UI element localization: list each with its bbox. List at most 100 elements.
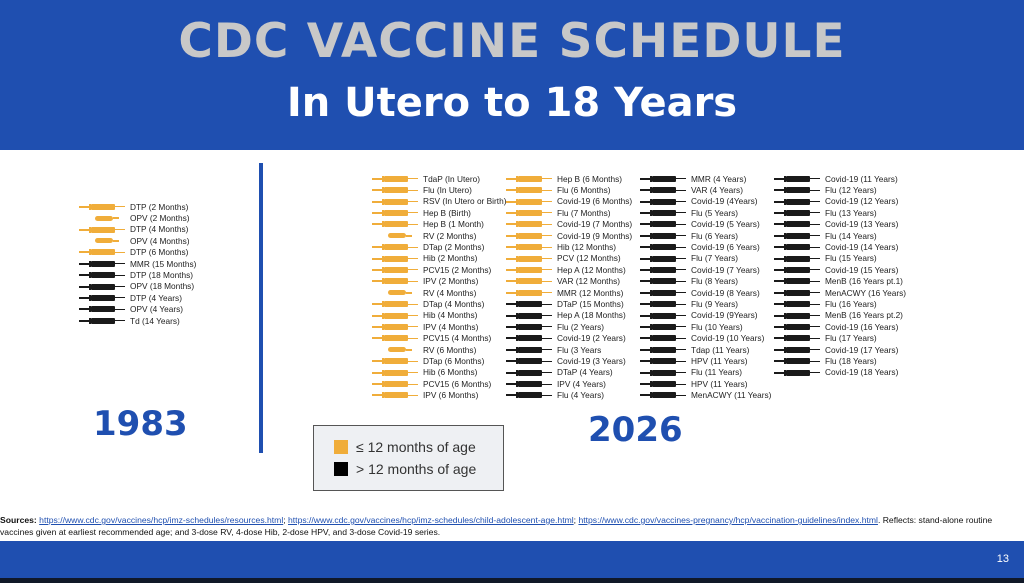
vaccine-label: Hep B (Birth)	[423, 207, 471, 218]
year-2026-label: 2026	[588, 410, 683, 450]
vaccine-label: MMR (15 Months)	[130, 258, 197, 269]
source-link-2[interactable]: https://www.cdc.gov/vaccines/hcp/imz-sch…	[288, 515, 574, 525]
syringe-icon	[640, 323, 686, 331]
vaccine-row: Flu (6 Months)	[506, 184, 632, 195]
vaccine-label: Covid-19 (7 Months)	[557, 219, 633, 230]
sources-note: . Reflects: stand-alone routine vaccines…	[0, 515, 993, 537]
vaccine-row: Flu (3 Years	[506, 344, 632, 355]
syringe-icon	[640, 369, 686, 377]
vaccine-list-2026-col-2: Hep B (6 Months) Flu (6 Months) Covid-19 (…	[506, 173, 632, 401]
vaccine-row: Covid-19 (13 Years)	[774, 219, 906, 230]
vaccine-label: Flu (5 Years)	[691, 207, 739, 218]
source-link-1[interactable]: https://www.cdc.gov/vaccines/hcp/imz-sch…	[39, 515, 284, 525]
syringe-icon	[774, 312, 820, 320]
vaccine-label: Flu (4 Years)	[557, 390, 605, 401]
vaccine-label: Covid-19 (5 Years)	[691, 219, 760, 230]
vaccine-row: Flu (7 Months)	[506, 207, 632, 218]
vaccine-label: Covid-19 (9Years)	[691, 310, 758, 321]
oral-dose-icon	[79, 237, 125, 245]
vaccine-label: Covid-19 (14 Years)	[825, 241, 899, 252]
vaccine-label: Hep B (1 Month)	[423, 219, 484, 230]
vaccine-row: DTP (2 Months)	[79, 201, 196, 212]
vaccine-label: MenB (16 Years pt.1)	[825, 276, 903, 287]
syringe-icon	[506, 220, 552, 228]
vaccine-label: IPV (4 Years)	[557, 378, 606, 389]
vaccine-label: OPV (2 Months)	[130, 212, 190, 223]
vaccine-label: Covid-19 (2 Years)	[557, 333, 626, 344]
vaccine-row: Flu (6 Years)	[640, 230, 771, 241]
vaccine-label: Td (14 Years)	[130, 315, 180, 326]
syringe-icon	[506, 232, 552, 240]
syringe-icon	[774, 346, 820, 354]
vaccine-row: Flu (7 Years)	[640, 253, 771, 264]
vaccine-label: DTaP (15 Months)	[557, 299, 624, 310]
bottom-strip	[0, 578, 1024, 583]
syringe-icon	[79, 294, 125, 302]
vaccine-row: Covid-19 (8 Years)	[640, 287, 771, 298]
vaccine-label: DTP (2 Months)	[130, 201, 189, 212]
vaccine-row: RSV (In Utero or Birth)	[372, 196, 506, 207]
oral-dose-icon	[79, 214, 125, 222]
vaccine-row: Covid-19 (7 Months)	[506, 219, 632, 230]
vaccine-label: MenACWY (16 Years)	[825, 287, 907, 298]
syringe-icon	[506, 369, 552, 377]
year-1983-label: 1983	[93, 404, 188, 444]
syringe-icon	[506, 323, 552, 331]
vaccine-label: RSV (In Utero or Birth)	[423, 196, 507, 207]
vaccine-label: Covid-19 (10 Years)	[691, 333, 765, 344]
vaccine-label: DTP (4 Years)	[130, 292, 182, 303]
vaccine-label: Flu (6 Months)	[557, 184, 611, 195]
title-banner: CDC VACCINE SCHEDULE In Utero to 18 Year…	[0, 0, 1024, 150]
syringe-icon	[640, 255, 686, 263]
syringe-icon	[640, 186, 686, 194]
section-divider	[259, 163, 263, 453]
vaccine-label: Covid-19 (16 Years)	[825, 321, 899, 332]
legend-black-label: > 12 months of age	[356, 461, 477, 477]
vaccine-row: Covid-19 (4Years)	[640, 196, 771, 207]
syringe-icon	[372, 312, 418, 320]
vaccine-row: DTP (4 Months)	[79, 224, 196, 235]
syringe-icon	[774, 209, 820, 217]
syringe-icon	[506, 255, 552, 263]
vaccine-list-2026-col-1: TdaP (In Utero) Flu (In Utero) RSV (In Ute…	[372, 173, 506, 401]
vaccine-row: OPV (2 Months)	[79, 212, 196, 223]
vaccine-label: Flu (15 Years)	[825, 253, 877, 264]
vaccine-row: MenB (16 Years pt.2)	[774, 310, 906, 321]
syringe-icon	[506, 209, 552, 217]
vaccine-label: Flu (12 Years)	[825, 184, 877, 195]
vaccine-row: Flu (4 Years)	[506, 390, 632, 401]
vaccine-label: Covid-19 (11 Years)	[825, 173, 898, 184]
sources-text: Sources: https://www.cdc.gov/vaccines/hc…	[0, 514, 1010, 538]
syringe-icon	[506, 380, 552, 388]
vaccine-label: Flu (In Utero)	[423, 184, 472, 195]
syringe-icon	[640, 391, 686, 399]
vaccine-row: Covid-19 (16 Years)	[774, 321, 906, 332]
vaccine-row: PCV15 (4 Months)	[372, 333, 506, 344]
vaccine-label: Flu (18 Years)	[825, 356, 877, 367]
vaccine-row: OPV (18 Months)	[79, 281, 196, 292]
syringe-icon	[774, 300, 820, 308]
vaccine-label: VAR (12 Months)	[557, 276, 621, 287]
vaccine-row: Covid-19 (17 Years)	[774, 344, 906, 355]
source-link-3[interactable]: https://www.cdc.gov/vaccines-pregnancy/h…	[578, 515, 878, 525]
syringe-icon	[506, 391, 552, 399]
syringe-icon	[774, 198, 820, 206]
vaccine-row: Flu (12 Years)	[774, 184, 906, 195]
slide-title: CDC VACCINE SCHEDULE	[178, 14, 846, 69]
vaccine-label: Hib (4 Months)	[423, 310, 478, 321]
vaccine-label: PCV15 (4 Months)	[423, 333, 492, 344]
vaccine-row: IPV (2 Months)	[372, 276, 506, 287]
syringe-icon	[774, 357, 820, 365]
syringe-icon	[506, 312, 552, 320]
vaccine-row: DTaP (15 Months)	[506, 298, 632, 309]
vaccine-label: DTap (2 Months)	[423, 241, 485, 252]
vaccine-row: DTap (2 Months)	[372, 241, 506, 252]
vaccine-label: MMR (4 Years)	[691, 173, 747, 184]
vaccine-list-2026-col-4: Covid-19 (11 Years) Flu (12 Years) Covid-1…	[774, 173, 906, 378]
syringe-icon	[640, 220, 686, 228]
vaccine-label: Flu (16 Years)	[825, 299, 877, 310]
syringe-icon	[640, 357, 686, 365]
syringe-icon	[774, 369, 820, 377]
slide-subtitle: In Utero to 18 Years	[286, 80, 738, 126]
syringe-icon	[506, 346, 552, 354]
